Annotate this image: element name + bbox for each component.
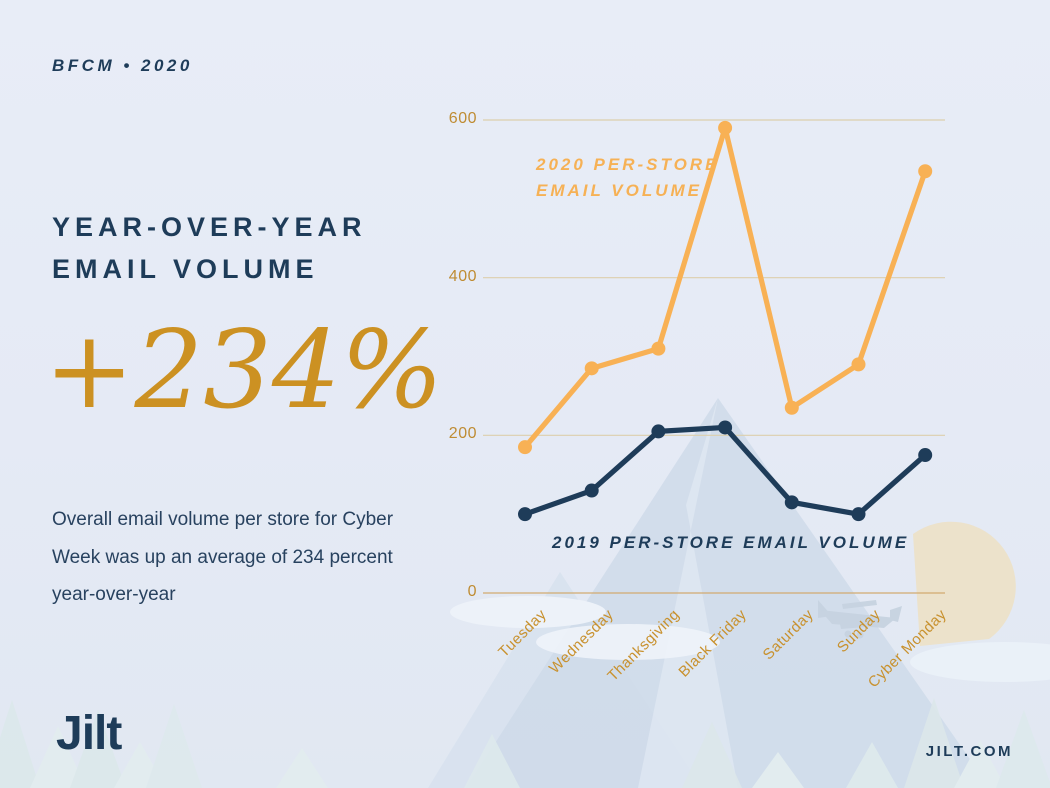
x-axis-label: Wednesday [545,606,617,678]
mountain-icon [466,398,990,788]
mountain-small [428,572,702,788]
x-axis-label: Sunday [833,606,884,657]
data-point [518,507,532,522]
series-label-2020: 2020 PER-STORE EMAIL VOLUME [536,155,720,200]
data-point [851,507,866,522]
x-axis-label: Black Friday [675,606,751,681]
data-point [918,164,933,179]
jilt-logo: Jilt [56,707,122,760]
x-axis-label: Saturday [759,606,817,664]
stat-value: +234% [44,308,444,433]
y-tick-label: 200 [448,425,477,443]
x-axis-label: Tuesday [495,606,551,661]
data-point [518,440,532,455]
report-eyebrow: BFCM • 2020 [52,56,193,75]
data-point [851,357,866,372]
data-point [584,361,599,376]
y-tick-label: 400 [448,267,477,285]
page-title: YEAR-OVER-YEAR EMAIL VOLUME [52,206,367,290]
trees [0,698,1050,788]
title-line-2: EMAIL VOLUME [52,254,319,284]
series-label-2019: 2019 PER-STORE EMAIL VOLUME [552,533,910,552]
stat-description: Overall email volume per store for Cyber… [52,509,394,605]
data-point [718,120,733,135]
y-tick-label: 600 [448,110,477,127]
data-point [918,448,933,463]
series-line [522,424,928,517]
data-point [784,400,799,415]
data-point [584,483,599,498]
cloud-icon [910,642,1050,682]
data-point [718,420,733,435]
y-tick-label: 0 [467,583,477,600]
title-line-1: YEAR-OVER-YEAR [52,212,367,242]
data-point [784,495,799,510]
mountain-snow [638,398,738,788]
data-point [651,341,666,356]
website-url: JILT.COM [925,743,1013,760]
data-point [651,424,666,439]
